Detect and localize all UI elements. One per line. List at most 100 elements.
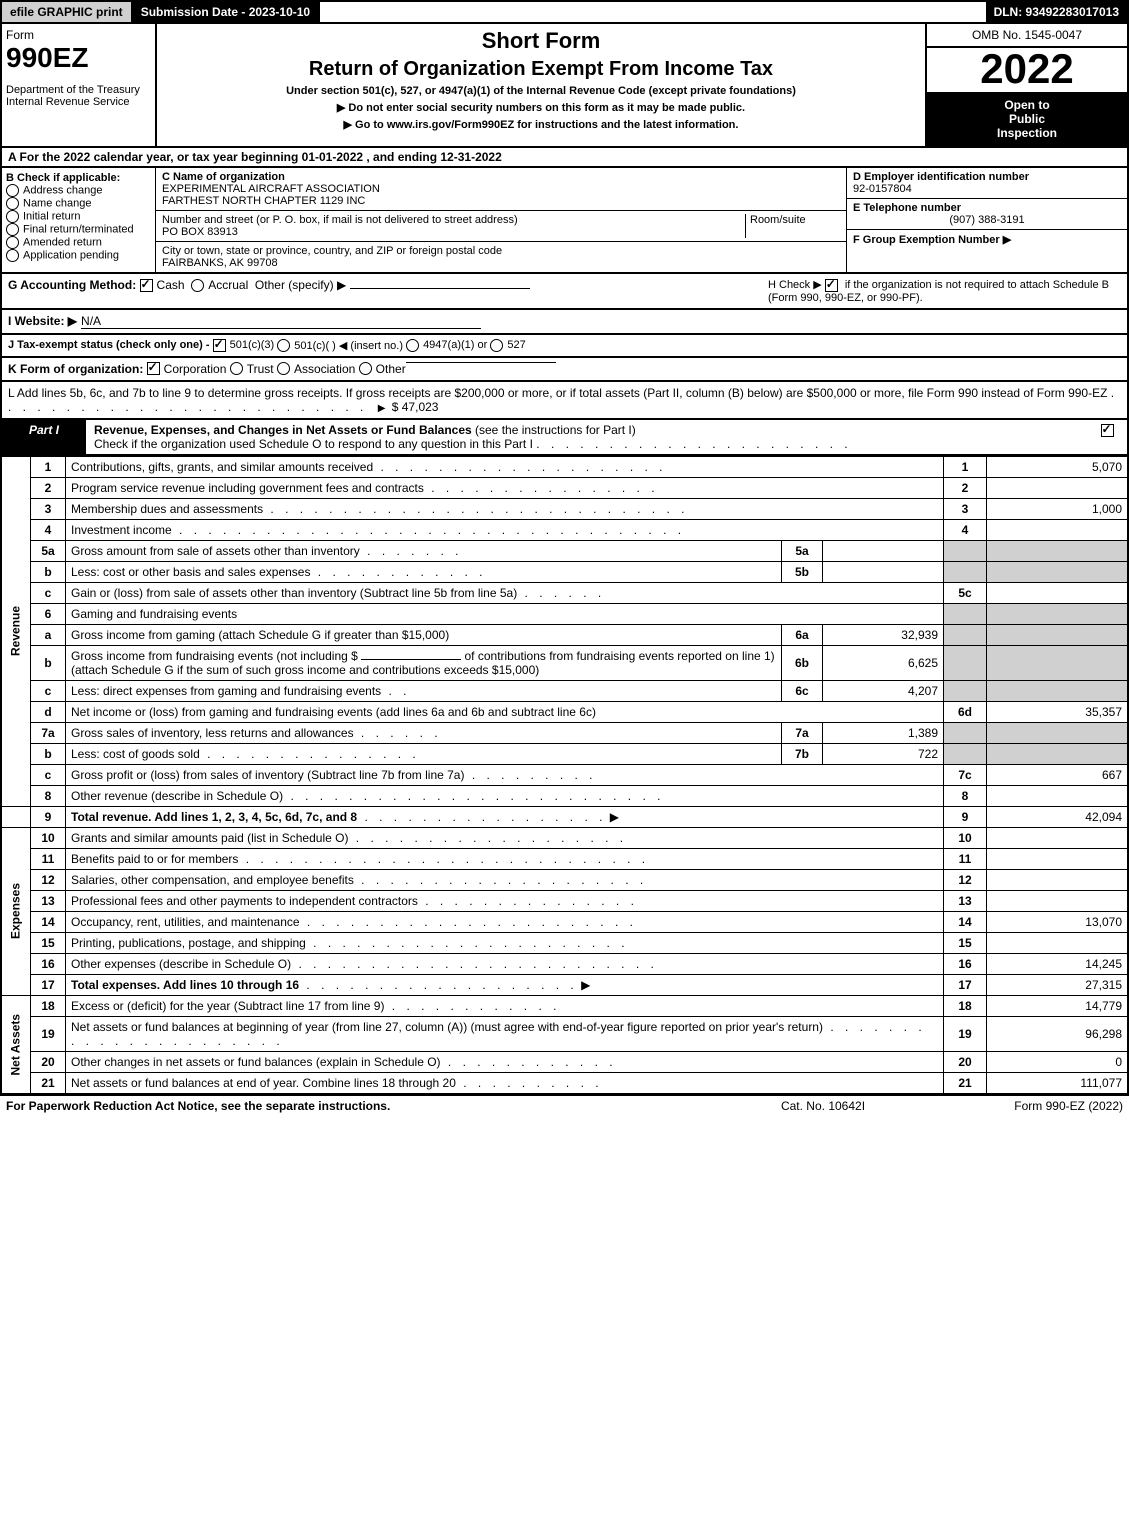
sv-6b: 6,625 xyxy=(823,645,944,680)
check-initial-return[interactable]: Initial return xyxy=(6,210,151,223)
efile-print-button[interactable]: efile GRAPHIC print xyxy=(2,2,133,22)
d-label: D Employer identification number xyxy=(853,171,1121,183)
short-form-title: Short Form xyxy=(165,28,917,54)
part-title-main: Revenue, Expenses, and Changes in Net As… xyxy=(94,423,472,437)
num-7c: 7c xyxy=(944,764,987,785)
ln-6: 6 xyxy=(31,603,66,624)
desc-5a: Gross amount from sale of assets other t… xyxy=(71,544,360,558)
num-15: 15 xyxy=(944,932,987,953)
b-opt-2: Initial return xyxy=(23,210,80,222)
schedule-o-checkbox[interactable] xyxy=(1101,424,1114,437)
line-11: 11 Benefits paid to or for members . . .… xyxy=(1,848,1128,869)
accrual-radio[interactable] xyxy=(191,279,204,292)
j-4947-radio[interactable] xyxy=(406,339,419,352)
ln-18: 18 xyxy=(31,995,66,1016)
line-21: 21 Net assets or fund balances at end of… xyxy=(1,1072,1128,1094)
desc-12: Salaries, other compensation, and employ… xyxy=(71,873,354,887)
b-label: B Check if applicable: xyxy=(6,172,151,184)
6b-blank[interactable] xyxy=(361,659,461,660)
num-16: 16 xyxy=(944,953,987,974)
ln-1: 1 xyxy=(31,456,66,477)
desc-8: Other revenue (describe in Schedule O) xyxy=(71,789,283,803)
f-cell: F Group Exemption Number ▶ xyxy=(847,230,1127,249)
check-name-change[interactable]: Name change xyxy=(6,197,151,210)
desc-7b: Less: cost of goods sold xyxy=(71,747,200,761)
k-trust-radio[interactable] xyxy=(230,362,243,375)
sm-7b: 7b xyxy=(782,743,823,764)
num-2: 2 xyxy=(944,477,987,498)
check-amended-return[interactable]: Amended return xyxy=(6,236,151,249)
ln-16: 16 xyxy=(31,953,66,974)
line-19: 19 Net assets or fund balances at beginn… xyxy=(1,1016,1128,1051)
line-6c: c Less: direct expenses from gaming and … xyxy=(1,680,1128,701)
j-527-radio[interactable] xyxy=(490,339,503,352)
website-value: N/A xyxy=(81,314,481,329)
goto-link[interactable]: ▶ Go to www.irs.gov/Form990EZ for instru… xyxy=(165,118,917,131)
desc-6c: Less: direct expenses from gaming and fu… xyxy=(71,684,381,698)
cash-checkbox[interactable] xyxy=(140,279,153,292)
part-check-line: Check if the organization used Schedule … xyxy=(94,437,533,451)
sv-5b xyxy=(823,561,944,582)
part-badge: Part I xyxy=(2,420,86,454)
city-label: City or town, state or province, country… xyxy=(162,245,840,257)
val-4 xyxy=(987,519,1129,540)
val-5c xyxy=(987,582,1129,603)
h-checkbox[interactable] xyxy=(825,279,838,292)
room-suite-label: Room/suite xyxy=(745,214,840,238)
line-6a: a Gross income from gaming (attach Sched… xyxy=(1,624,1128,645)
k-assoc-radio[interactable] xyxy=(277,362,290,375)
footer-right: Form 990-EZ (2022) xyxy=(923,1099,1123,1113)
k-other-radio[interactable] xyxy=(359,362,372,375)
val-17: 27,315 xyxy=(987,974,1129,995)
line-5b: b Less: cost or other basis and sales ex… xyxy=(1,561,1128,582)
desc-13: Professional fees and other payments to … xyxy=(71,894,418,908)
num-5c: 5c xyxy=(944,582,987,603)
val-20: 0 xyxy=(987,1051,1129,1072)
line-16: 16 Other expenses (describe in Schedule … xyxy=(1,953,1128,974)
check-final-return[interactable]: Final return/terminated xyxy=(6,223,151,236)
line-7a: 7a Gross sales of inventory, less return… xyxy=(1,722,1128,743)
num-4: 4 xyxy=(944,519,987,540)
num-1: 1 xyxy=(944,456,987,477)
org-name-2: FARTHEST NORTH CHAPTER 1129 INC xyxy=(162,195,840,207)
ln-12: 12 xyxy=(31,869,66,890)
line-8: 8 Other revenue (describe in Schedule O)… xyxy=(1,785,1128,806)
footer-center: Cat. No. 10642I xyxy=(723,1099,923,1113)
num-14: 14 xyxy=(944,911,987,932)
b-opt-5: Application pending xyxy=(23,249,119,261)
desc-14: Occupancy, rent, utilities, and maintena… xyxy=(71,915,300,929)
shade xyxy=(944,645,987,680)
g-other-line[interactable] xyxy=(350,288,530,289)
line-5c: c Gain or (loss) from sale of assets oth… xyxy=(1,582,1128,603)
val-16: 14,245 xyxy=(987,953,1129,974)
ln-2: 2 xyxy=(31,477,66,498)
k-other-line[interactable] xyxy=(406,362,556,363)
line-2: 2 Program service revenue including gove… xyxy=(1,477,1128,498)
num-3: 3 xyxy=(944,498,987,519)
k-row: K Form of organization: Corporation Trus… xyxy=(0,358,1129,382)
l-text: L Add lines 5b, 6c, and 7b to line 9 to … xyxy=(8,386,1107,400)
check-address-change[interactable]: Address change xyxy=(6,184,151,197)
j-501c3-check[interactable] xyxy=(213,339,226,352)
section-a: A For the 2022 calendar year, or tax yea… xyxy=(0,148,1129,168)
addr-label: Number and street (or P. O. box, if mail… xyxy=(162,214,745,226)
ln-6c: c xyxy=(31,680,66,701)
h-text2: if the organization is not required to a… xyxy=(845,279,1109,291)
top-bar: efile GRAPHIC print Submission Date - 20… xyxy=(0,0,1129,24)
desc-5c: Gain or (loss) from sale of assets other… xyxy=(71,586,517,600)
arrow-icon xyxy=(375,400,389,414)
num-12: 12 xyxy=(944,869,987,890)
line-6: 6 Gaming and fundraising events xyxy=(1,603,1128,624)
k-corp-check[interactable] xyxy=(147,362,160,375)
sm-5a: 5a xyxy=(782,540,823,561)
k-opt0: Corporation xyxy=(164,362,227,376)
line-1: Revenue 1 Contributions, gifts, grants, … xyxy=(1,456,1128,477)
gh-row: G Accounting Method: Cash Accrual Other … xyxy=(0,274,1129,310)
tax-year: 2022 xyxy=(927,48,1127,90)
shade xyxy=(987,743,1129,764)
val-15 xyxy=(987,932,1129,953)
check-application-pending[interactable]: Application pending xyxy=(6,249,151,262)
val-6d: 35,357 xyxy=(987,701,1129,722)
j-501c-radio[interactable] xyxy=(277,339,290,352)
desc-2: Program service revenue including govern… xyxy=(71,481,424,495)
